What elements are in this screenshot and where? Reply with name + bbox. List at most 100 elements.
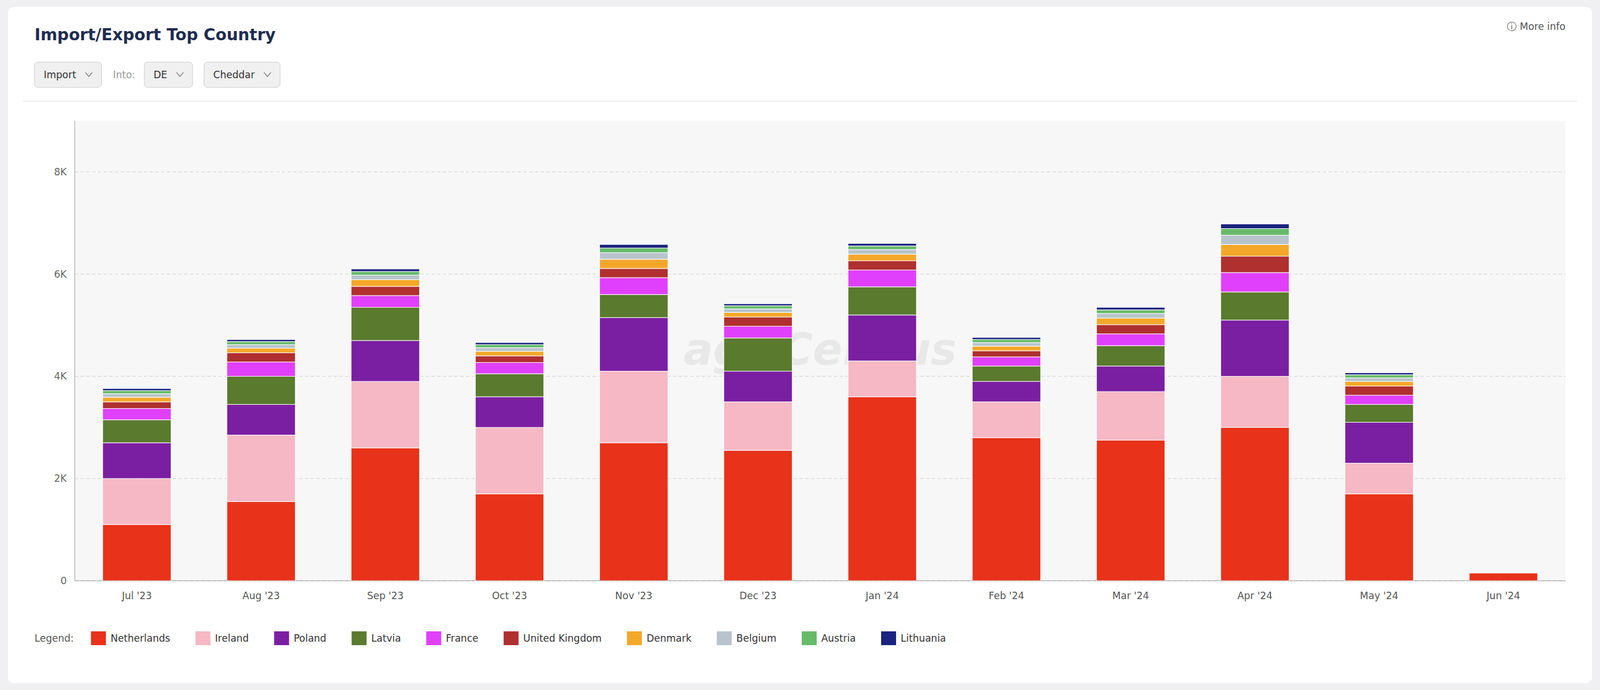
bar-segment xyxy=(1220,256,1290,273)
bar-segment xyxy=(1345,381,1414,386)
bar-segment xyxy=(1345,463,1414,495)
legend-swatch xyxy=(195,631,211,646)
bar-segment xyxy=(102,397,172,403)
bar-segment xyxy=(102,442,172,479)
bar-segment xyxy=(1096,391,1166,440)
bar-segment xyxy=(1220,224,1290,229)
x-tick-label: Mar '24 xyxy=(1112,590,1150,602)
legend-swatch xyxy=(801,631,817,646)
bar-segment xyxy=(1220,235,1290,245)
bar-segment xyxy=(475,362,545,374)
x-tick-label: Oct '23 xyxy=(491,590,527,602)
x-tick-label: Jul '23 xyxy=(121,590,152,602)
bar-segment xyxy=(351,340,420,382)
x-tick-label: Feb '24 xyxy=(988,590,1025,602)
filter-chip: Cheddar xyxy=(204,62,281,88)
bar-segment xyxy=(1469,572,1538,574)
bar-segment xyxy=(102,402,172,409)
bar-segment xyxy=(1220,376,1290,428)
bar-segment xyxy=(102,524,172,581)
legend-label: Austria xyxy=(821,632,856,645)
y-tick-label: 6K xyxy=(54,268,68,281)
x-tick-label: Nov '23 xyxy=(615,590,653,602)
grid-line xyxy=(74,273,1566,275)
bar-segment xyxy=(1220,228,1290,236)
bar-segment xyxy=(227,404,296,435)
bar-segment xyxy=(1096,366,1166,392)
bar-segment xyxy=(475,356,545,363)
bar-segment xyxy=(1345,374,1414,378)
grid-line xyxy=(74,580,1566,582)
bar-segment xyxy=(1469,572,1538,574)
filter-chip: DE xyxy=(144,62,193,88)
bar-segment xyxy=(724,305,793,309)
bar-segment xyxy=(724,338,793,372)
legend-swatch xyxy=(503,631,519,646)
legend-swatch xyxy=(426,631,442,646)
bar-segment xyxy=(972,342,1041,347)
bar-segment xyxy=(724,326,793,338)
bar-segment xyxy=(1096,440,1166,581)
x-tick-label: Sep '23 xyxy=(366,590,404,602)
bar-segment xyxy=(1469,572,1538,574)
bar-segment xyxy=(1096,345,1166,367)
bar-segment xyxy=(102,393,172,398)
bar-segment xyxy=(1220,427,1290,581)
chart: Import/Export Top Country Import Into: DE Ch… xyxy=(0,0,1600,690)
x-tick-label: Jun '24 xyxy=(1486,590,1521,602)
bar-segment xyxy=(227,341,296,345)
bar-segment xyxy=(1345,372,1414,375)
bar-segment xyxy=(102,408,172,420)
y-tick-label: 8K xyxy=(54,166,68,178)
y-tick-label: 2K xyxy=(54,472,68,485)
bar-segment xyxy=(848,243,917,246)
filter-chip-box xyxy=(204,62,281,88)
bar-segment xyxy=(351,295,420,308)
bar-segment xyxy=(227,353,296,363)
bar-segment xyxy=(351,448,420,581)
header-separator xyxy=(23,101,1577,102)
bar-segment xyxy=(227,501,296,581)
legend-label: France xyxy=(445,632,479,645)
bar-segment xyxy=(972,339,1041,343)
bar-segment xyxy=(1469,573,1538,581)
filter-chip: Import xyxy=(34,62,102,88)
legend-swatch xyxy=(351,631,367,646)
annotation: ⓘ More info xyxy=(1506,20,1566,33)
legend: Legend:NetherlandsIrelandPolandLatviaFra… xyxy=(34,631,947,646)
legend-label: Denmark xyxy=(646,632,692,645)
bar-segment xyxy=(724,316,793,327)
grid-line xyxy=(74,376,1566,377)
bar-segment xyxy=(1220,292,1290,321)
bar-segment xyxy=(1345,422,1414,463)
bar-segment xyxy=(724,308,793,313)
bars xyxy=(102,224,1538,581)
bar-segment xyxy=(227,362,296,377)
grid-line xyxy=(74,478,1566,480)
grid-line xyxy=(74,171,1566,172)
bar-segment xyxy=(848,261,917,271)
legend-swatch xyxy=(274,631,290,646)
bar-segment xyxy=(475,342,545,346)
bar-segment xyxy=(972,350,1041,358)
legend-swatch xyxy=(881,631,897,646)
bar-segment xyxy=(972,366,1041,382)
annotation: Into: xyxy=(112,69,136,81)
grid xyxy=(74,171,1566,581)
legend-label: Ireland xyxy=(215,632,250,645)
bar-segment xyxy=(848,270,917,287)
x-tick-label: May '24 xyxy=(1360,590,1399,602)
bar-segment xyxy=(1220,320,1290,377)
bar-segment xyxy=(351,274,420,280)
legend-swatch xyxy=(716,631,732,646)
bar-segment xyxy=(1220,244,1290,256)
bar-segment xyxy=(724,371,793,403)
bar-segment xyxy=(972,402,1041,438)
bar-segment xyxy=(1345,494,1414,581)
title: Import/Export Top Country xyxy=(34,25,276,45)
legend-label: Poland xyxy=(293,632,327,645)
y-axis-line xyxy=(74,120,76,581)
bar-segment xyxy=(1469,572,1538,574)
legend-label: Latvia xyxy=(370,632,401,645)
bar-segment xyxy=(1345,385,1414,396)
